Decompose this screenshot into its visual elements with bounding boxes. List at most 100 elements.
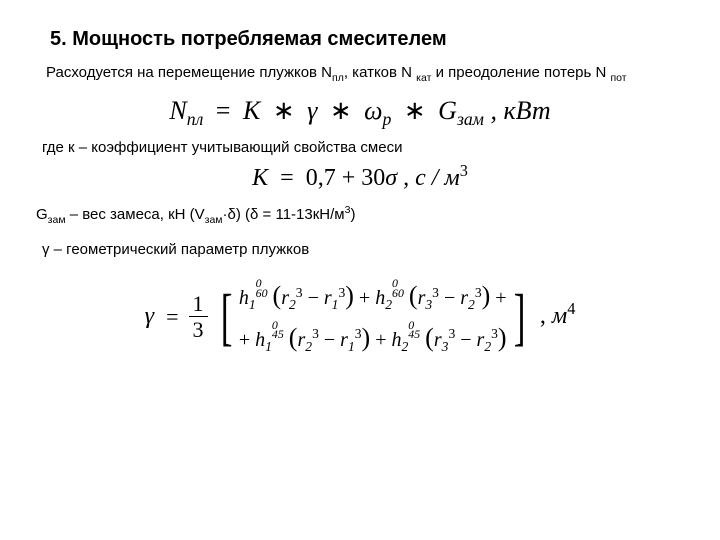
intro-paragraph: Расходуется на перемещение плужков Nпл, … bbox=[46, 63, 684, 86]
t: r bbox=[324, 287, 332, 309]
eq1-gamma: γ bbox=[307, 96, 317, 125]
tail-m: м bbox=[546, 303, 567, 329]
p1-sub2: кат bbox=[416, 72, 431, 84]
p1-sub1: пл bbox=[332, 72, 344, 84]
t: 2 bbox=[385, 297, 392, 312]
eq2-tail-sup: 3 bbox=[460, 161, 468, 180]
t: 60 bbox=[392, 289, 404, 299]
equation-gamma: γ = 1 3 [ h1060 (r23 − r13) + h2060 (r33… bbox=[36, 273, 684, 360]
eq1-tail: , кВт bbox=[484, 96, 551, 125]
eq1-ast3: ∗ bbox=[397, 96, 432, 125]
t: + bbox=[370, 329, 391, 351]
exp-60-0-b: 060 bbox=[392, 279, 404, 298]
t: 2 bbox=[305, 339, 312, 354]
t: 1 bbox=[348, 339, 355, 354]
t: 3 bbox=[432, 285, 439, 300]
eq1-G: G bbox=[438, 96, 457, 125]
t: 3 bbox=[312, 326, 319, 341]
t: 2 bbox=[289, 297, 296, 312]
gzam-paragraph: Gзам – вес замеса, кН (Vзам·δ) (δ = 11-1… bbox=[36, 204, 684, 228]
t: h bbox=[391, 329, 401, 351]
gamma-tail: , м4 bbox=[540, 303, 575, 330]
equation-n-pl: Nпл = K ∗ γ ∗ ωp ∗ Gзам , кВт bbox=[36, 96, 684, 126]
t: ) bbox=[498, 323, 507, 352]
eq2-val: 0,7 + 30 bbox=[306, 165, 386, 191]
tail-exp: 4 bbox=[567, 299, 575, 318]
eq2-sigma: σ bbox=[385, 165, 397, 191]
frac-num: 1 bbox=[189, 292, 208, 315]
exp-45-0-b: 045 bbox=[408, 321, 420, 340]
p3-a: G bbox=[36, 206, 48, 223]
t: 2 bbox=[468, 297, 475, 312]
p3-sub2: зам bbox=[205, 214, 223, 226]
t: r bbox=[281, 287, 289, 309]
eq1-ast2: ∗ bbox=[323, 96, 358, 125]
t: ) bbox=[345, 281, 354, 310]
eq1-eq: = bbox=[209, 96, 237, 125]
t: − bbox=[439, 287, 460, 309]
t: h bbox=[255, 329, 265, 351]
eq1-G-sub: зам bbox=[457, 109, 484, 129]
t: ( bbox=[425, 323, 434, 352]
t: ) bbox=[482, 281, 491, 310]
p1-sub3: пот bbox=[611, 72, 627, 84]
t: 60 bbox=[256, 289, 268, 299]
gamma-symbol: γ bbox=[145, 303, 154, 330]
t: ) bbox=[362, 323, 371, 352]
p3-c: ·δ) (δ = 11-13кН/м bbox=[223, 206, 345, 223]
t: r bbox=[460, 287, 468, 309]
t: ( bbox=[273, 281, 282, 310]
t: 3 bbox=[475, 285, 482, 300]
t: 3 bbox=[491, 326, 498, 341]
bracket-group: [ h1060 (r23 − r13) + h2060 (r33 − r23) … bbox=[216, 273, 530, 360]
t: 2 bbox=[401, 339, 408, 354]
eq1-omega-sub: p bbox=[383, 109, 392, 129]
eq2-tail-a: , с / м bbox=[397, 165, 460, 191]
t: h bbox=[375, 287, 385, 309]
p1-a: Расходуется на перемещение плужков N bbox=[46, 64, 332, 81]
t: r bbox=[434, 329, 442, 351]
right-bracket: ] bbox=[513, 273, 525, 360]
t: 1 bbox=[249, 297, 256, 312]
eq1-N: N bbox=[169, 96, 186, 125]
t: + bbox=[490, 287, 506, 309]
left-bracket: [ bbox=[220, 273, 232, 360]
p3-sub1: зам bbox=[48, 214, 66, 226]
t: 1 bbox=[265, 339, 272, 354]
t: ( bbox=[409, 281, 418, 310]
t: 2 bbox=[484, 339, 491, 354]
eq1-omega: ω bbox=[364, 96, 382, 125]
equation-k: K = 0,7 + 30σ , с / м3 bbox=[36, 165, 684, 192]
gamma-paragraph: γ – геометрический параметр плужков bbox=[42, 240, 684, 260]
p3-d: ) bbox=[350, 206, 355, 223]
t: 45 bbox=[272, 330, 284, 340]
section-heading: 5. Мощность потребляемая смесителем bbox=[50, 28, 684, 51]
eq1-N-sub: пл bbox=[187, 109, 204, 129]
t: 3 bbox=[448, 326, 455, 341]
where-k-paragraph: где к – коэффициент учитывающий свойства… bbox=[42, 138, 684, 158]
eq1-K: K bbox=[243, 96, 260, 125]
t: 3 bbox=[338, 285, 345, 300]
p3-b: – вес замеса, кН (V bbox=[66, 206, 205, 223]
bracket-row-1: h1060 (r23 − r13) + h2060 (r33 − r23) + bbox=[239, 275, 507, 317]
bracket-body: h1060 (r23 − r13) + h2060 (r33 − r23) + … bbox=[237, 273, 509, 360]
gamma-eqsign: = bbox=[166, 304, 178, 330]
t: + bbox=[354, 287, 375, 309]
bracket-row-2: + h1045 (r23 − r13) + h2045 (r33 − r23) bbox=[239, 317, 507, 359]
one-third-fraction: 1 3 bbox=[189, 292, 208, 341]
eq2-eq: = bbox=[274, 165, 300, 191]
t: + bbox=[239, 329, 255, 351]
p1-b: , катков N bbox=[344, 64, 416, 81]
eq2-K: K bbox=[252, 165, 268, 191]
exp-60-0: 060 bbox=[256, 279, 268, 298]
t: h bbox=[239, 287, 249, 309]
exp-45-0: 045 bbox=[272, 321, 284, 340]
t: 45 bbox=[408, 330, 420, 340]
t: 3 bbox=[296, 285, 303, 300]
frac-den: 3 bbox=[189, 318, 208, 341]
t: − bbox=[319, 329, 340, 351]
p1-c: и преодоление потерь N bbox=[431, 64, 610, 81]
t: r bbox=[340, 329, 348, 351]
t: 3 bbox=[442, 339, 449, 354]
eq1-ast1: ∗ bbox=[266, 96, 301, 125]
